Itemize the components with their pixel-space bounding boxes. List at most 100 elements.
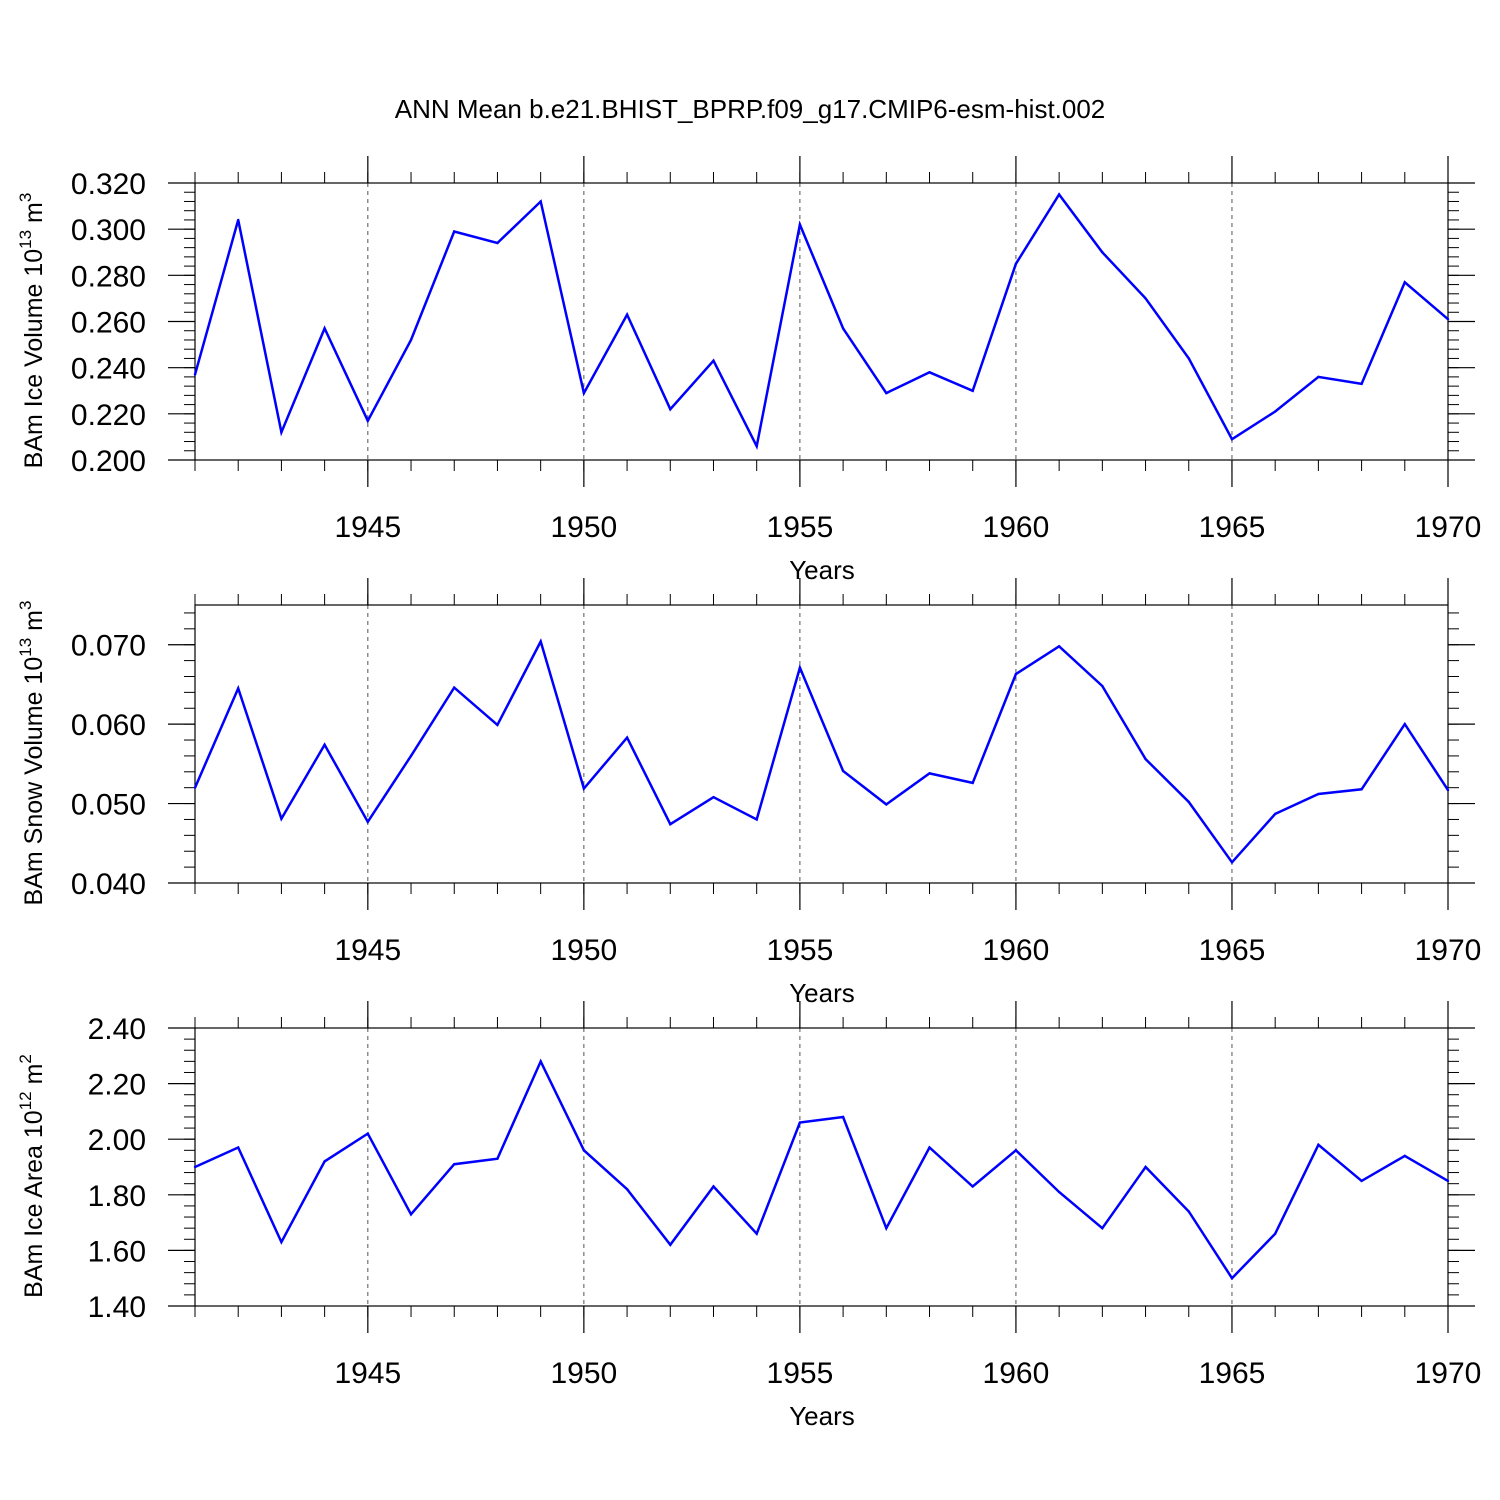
panel-1: 0.200 0.220 0.240 0.260 0.280 0.300 0.320 1945 1… xyxy=(16,156,1481,585)
panel-2: 0.040 0.050 0.060 0.070 1945 1950 1955 1960 1965… xyxy=(16,578,1481,1008)
data-point xyxy=(755,1232,758,1235)
panel-3: 1.40 1.60 1.80 2.00 2.20 2.40 1945 1950 1955 1960… xyxy=(16,1001,1481,1431)
x-axis-label: Years xyxy=(789,978,855,1008)
data-point xyxy=(582,1149,586,1152)
data-point xyxy=(539,640,542,643)
x-tick-label: 1945 xyxy=(334,1357,401,1390)
data-point xyxy=(1101,684,1104,688)
data-point xyxy=(1187,1210,1190,1213)
data-point xyxy=(323,1160,326,1163)
data-point xyxy=(1317,1143,1320,1146)
data-point xyxy=(366,820,370,824)
data-point xyxy=(1403,281,1406,284)
chart-title: ANN Mean b.e21.BHIST_BPRP.f09_g17.CMIP6-… xyxy=(395,94,1106,124)
data-point xyxy=(1014,1149,1018,1152)
data-point xyxy=(1317,792,1320,796)
x-tick-label: 1950 xyxy=(550,1357,617,1390)
data-point xyxy=(885,391,888,395)
data-point xyxy=(625,736,629,739)
data-point xyxy=(193,373,197,376)
data-point xyxy=(798,666,802,669)
data-point xyxy=(409,754,413,758)
data-point xyxy=(1446,317,1450,321)
data-point xyxy=(1360,1179,1363,1183)
data-point xyxy=(1144,1165,1147,1169)
x-tick-label: 1945 xyxy=(334,511,401,544)
data-point xyxy=(1273,1232,1277,1235)
y-tick-label: 1.80 xyxy=(88,1180,146,1213)
data-point xyxy=(1014,672,1018,676)
data-point xyxy=(971,1185,974,1188)
data-point xyxy=(409,1213,413,1216)
x-tick-label: 1965 xyxy=(1199,934,1266,967)
data-point xyxy=(1057,193,1061,196)
data-point xyxy=(1273,812,1277,816)
y-axis-label: BAm Ice Volume 1013 m3 xyxy=(16,193,48,469)
x-tick-label: 1965 xyxy=(1199,1357,1266,1390)
data-point xyxy=(928,371,931,374)
data-point xyxy=(1230,438,1234,441)
x-tick-label: 1955 xyxy=(767,1357,834,1390)
data-point xyxy=(496,1157,499,1160)
y-tick-label: 0.220 xyxy=(71,399,146,432)
series-line xyxy=(194,1058,1449,1281)
data-point xyxy=(669,408,672,411)
x-tick-label: 1960 xyxy=(983,1357,1050,1390)
data-point xyxy=(453,1163,456,1166)
data-point xyxy=(971,781,974,785)
x-tick-label: 1965 xyxy=(1199,511,1266,544)
data-point xyxy=(1057,645,1061,648)
data-point xyxy=(928,772,931,775)
data-point xyxy=(755,818,758,821)
y-tick-label: 1.60 xyxy=(88,1235,146,1268)
data-point xyxy=(280,817,283,820)
y-tick-label: 0.070 xyxy=(71,630,146,663)
data-point xyxy=(496,723,499,727)
y-tick-label: 0.300 xyxy=(71,214,146,247)
data-point xyxy=(712,1185,715,1188)
data-point xyxy=(323,743,326,746)
y-tick-label: 0.280 xyxy=(71,260,146,293)
x-axis-label: Years xyxy=(789,1401,855,1431)
x-axis-label: Years xyxy=(789,555,855,585)
series-line xyxy=(193,638,1450,865)
data-point xyxy=(1101,1226,1104,1230)
data-point xyxy=(1360,788,1363,791)
y-tick-label: 0.040 xyxy=(71,868,146,901)
data-point xyxy=(841,1115,845,1119)
y-tick-label: 0.050 xyxy=(71,789,146,822)
data-point xyxy=(1317,375,1320,379)
data-point xyxy=(323,327,326,330)
data-point xyxy=(1101,251,1104,254)
x-tick-label: 1955 xyxy=(767,934,834,967)
data-point xyxy=(366,419,370,422)
data-point xyxy=(841,769,845,773)
data-point xyxy=(1230,1277,1234,1280)
data-point xyxy=(1446,788,1450,792)
data-point xyxy=(1446,1179,1450,1183)
data-point xyxy=(280,1240,283,1244)
x-tick-label: 1970 xyxy=(1415,934,1482,967)
data-point xyxy=(1144,297,1147,300)
plot-frame xyxy=(194,604,1449,884)
data-point xyxy=(193,1165,197,1169)
y-tick-label: 2.20 xyxy=(88,1069,146,1102)
data-point xyxy=(971,389,974,392)
data-point xyxy=(1403,1154,1406,1158)
y-tick-label: 1.40 xyxy=(88,1291,146,1324)
data-point xyxy=(798,1121,802,1124)
data-point xyxy=(1360,382,1363,386)
data-point xyxy=(280,431,283,434)
plot-frame xyxy=(194,1027,1449,1307)
data-point xyxy=(237,218,240,222)
data-point xyxy=(798,223,802,226)
data-point xyxy=(885,803,888,806)
data-point xyxy=(582,391,586,395)
x-tick-label: 1960 xyxy=(983,511,1050,544)
y-axis-label: BAm Snow Volume 1013 m3 xyxy=(16,601,48,906)
data-point xyxy=(712,359,715,362)
y-tick-label: 2.40 xyxy=(88,1013,146,1046)
x-tick-label: 1955 xyxy=(767,511,834,544)
